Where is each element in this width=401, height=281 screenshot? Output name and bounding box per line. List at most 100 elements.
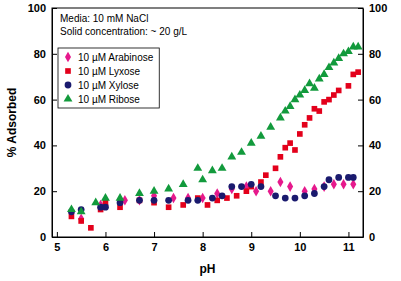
point — [305, 78, 314, 86]
point — [326, 176, 333, 183]
point — [272, 192, 279, 199]
point — [248, 181, 255, 188]
point — [335, 174, 342, 181]
point — [228, 183, 235, 190]
point — [78, 218, 84, 224]
tick: 8 — [200, 232, 206, 253]
x-axis: 5 6 7 8 9 10 11 — [53, 232, 364, 253]
point — [205, 202, 211, 208]
y-axis-title: % Adsorbed — [5, 88, 19, 158]
point — [341, 179, 347, 190]
point — [282, 145, 288, 151]
point — [67, 204, 76, 212]
tick: 60 — [34, 94, 57, 106]
point — [193, 163, 202, 171]
tick-mark — [52, 100, 57, 101]
point — [276, 113, 285, 121]
tick-label: 8 — [200, 241, 206, 253]
point — [137, 198, 143, 204]
tick-mark — [358, 54, 363, 55]
point — [278, 154, 284, 160]
point — [209, 195, 216, 202]
tick: 100 — [358, 2, 387, 14]
point — [88, 225, 94, 231]
tick-mark — [52, 145, 57, 146]
tick-label: 60 — [369, 94, 381, 106]
point — [350, 174, 357, 181]
point — [179, 179, 188, 187]
point — [194, 197, 201, 204]
point — [321, 183, 328, 190]
annotation: Media: 10 mM NaCl — [60, 13, 148, 24]
y-axis: 020406080100 — [28, 2, 57, 243]
point — [91, 198, 100, 206]
point — [326, 97, 332, 103]
tick-mark — [52, 191, 57, 192]
tick: 11 — [343, 232, 355, 253]
point — [316, 108, 322, 114]
tick-mark — [358, 145, 363, 146]
point — [116, 193, 125, 201]
point — [238, 183, 245, 190]
tick-mark — [358, 100, 363, 101]
point — [310, 83, 319, 91]
tick-label: 40 — [34, 139, 46, 151]
point — [219, 192, 226, 199]
point — [229, 184, 235, 195]
point — [282, 195, 289, 202]
axis-line — [363, 9, 364, 238]
point — [354, 42, 363, 50]
point — [102, 200, 108, 211]
tick-mark — [300, 232, 301, 237]
tick-mark — [358, 191, 363, 192]
tick-mark — [52, 54, 57, 55]
tick: 10 — [294, 232, 306, 253]
point — [237, 147, 246, 155]
y2-axis: 020406080100 — [358, 2, 387, 243]
point — [77, 207, 86, 215]
tick-mark — [154, 232, 155, 237]
legend-label: 10 µM Arabinose — [78, 52, 154, 63]
tick: 6 — [103, 232, 109, 253]
axis-line — [53, 237, 364, 238]
legend-marker — [65, 82, 72, 89]
point — [101, 193, 110, 201]
plot: 567891011020406080100020406080100Media: … — [28, 2, 388, 253]
x-axis-title: pH — [200, 262, 216, 276]
tick-label: 5 — [54, 241, 60, 253]
point — [346, 83, 352, 89]
point — [234, 193, 240, 199]
point — [286, 101, 295, 109]
tick: 60 — [358, 94, 381, 106]
tick-mark — [52, 237, 57, 238]
tick-label: 11 — [343, 241, 355, 253]
tick-label: 6 — [103, 241, 109, 253]
tick: 9 — [249, 232, 255, 253]
tick-label: 0 — [369, 231, 375, 243]
tick-mark — [203, 232, 204, 237]
point — [311, 190, 318, 197]
point — [218, 163, 227, 171]
point — [277, 177, 283, 188]
point — [307, 115, 313, 121]
point — [321, 181, 327, 192]
plot-frame — [52, 8, 363, 237]
point — [208, 165, 217, 173]
point — [287, 181, 293, 192]
point — [300, 85, 309, 93]
tick-label: 7 — [151, 241, 157, 253]
point — [292, 147, 298, 153]
point — [266, 122, 275, 130]
series — [68, 174, 357, 215]
tick-label: 60 — [34, 94, 46, 106]
legend-marker — [65, 68, 71, 74]
point — [301, 192, 308, 199]
tick-label: 80 — [34, 48, 46, 60]
point — [355, 69, 361, 75]
point — [258, 183, 265, 190]
legend: 10 µM Arabinose10 µM Lyxose10 µM Xylose1… — [58, 48, 159, 108]
tick: 7 — [151, 232, 157, 253]
point — [150, 186, 159, 194]
tick-label: 9 — [249, 241, 255, 253]
legend-label: 10 µM Ribose — [78, 94, 140, 105]
